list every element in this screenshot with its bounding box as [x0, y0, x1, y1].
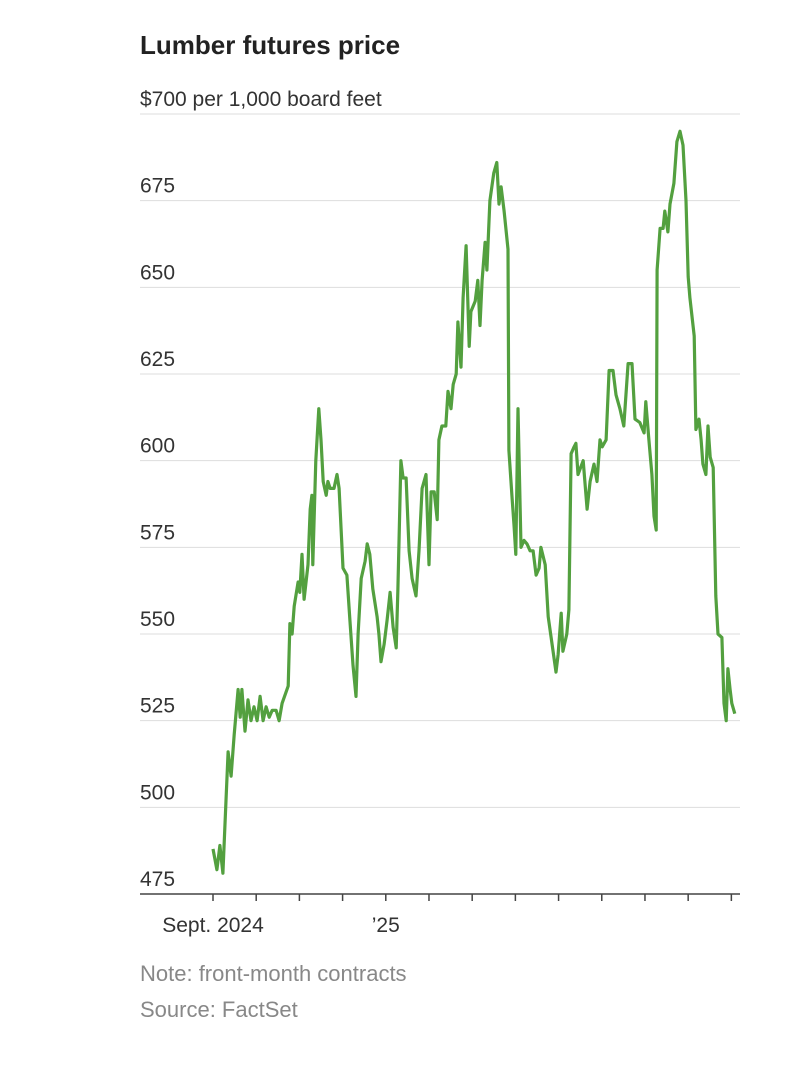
- y-tick-label: 575: [140, 521, 175, 544]
- note: Note: front-month contracts: [140, 961, 407, 986]
- price-line: [211, 129, 737, 875]
- y-tick-label: 500: [140, 781, 175, 804]
- x-tick-label: ’25: [372, 914, 400, 937]
- y-tick-label: 550: [140, 608, 175, 631]
- y-tick-label: 675: [140, 175, 175, 198]
- y-tick-label: 650: [140, 261, 175, 284]
- chart-title: Lumber futures price: [140, 30, 400, 60]
- y-tick-label: 525: [140, 695, 175, 718]
- y-tick-label: 475: [140, 868, 175, 891]
- x-tick-label: Sept. 2024: [162, 914, 264, 937]
- y-tick-label: 625: [140, 348, 175, 371]
- y-tick-label: $700 per 1,000 board feet: [140, 88, 382, 111]
- y-tick-label: 600: [140, 435, 175, 458]
- source: Source: FactSet: [140, 997, 298, 1022]
